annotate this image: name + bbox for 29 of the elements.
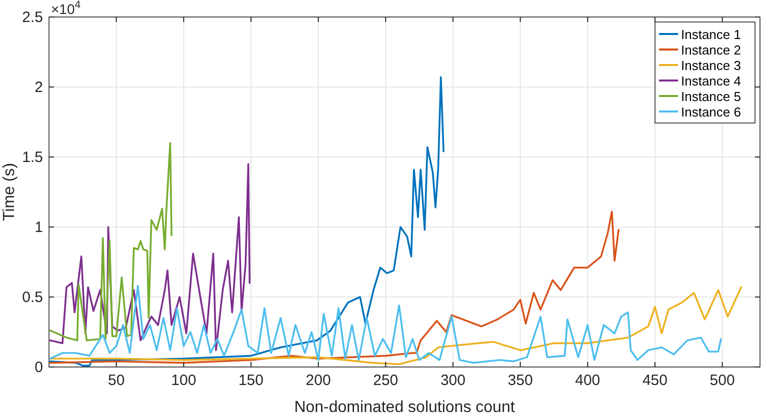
line-series (49, 142, 172, 342)
legend-label: Instance 2 (681, 42, 741, 58)
line-series (49, 163, 251, 352)
legend-label: Instance 3 (681, 58, 741, 73)
legend-label: Instance 6 (681, 104, 741, 120)
x-tick-label: 500 (710, 372, 735, 389)
y-tick-label: 1.5 (22, 149, 43, 166)
x-tick-label: 50 (108, 372, 125, 389)
y-tick-label: 0.5 (22, 289, 43, 306)
x-tick-label: 400 (575, 372, 600, 389)
y-tick-label: 2.5 (22, 9, 43, 26)
line-series (49, 210, 620, 364)
line-series (49, 76, 444, 366)
y-tick-label: 1 (34, 219, 43, 236)
legend-label: Instance 5 (681, 89, 741, 104)
y-axis-title: Time (s) (1, 162, 18, 222)
x-tick-label: 150 (238, 372, 264, 389)
y-tick-label: 2 (34, 79, 43, 96)
x-tick-label: 250 (373, 372, 398, 389)
legend-label: Instance 1 (681, 27, 741, 42)
y-tick-label: 0 (34, 359, 43, 376)
x-axis-title: Non-dominated solutions count (294, 399, 516, 416)
x-tick-label: 350 (508, 372, 533, 389)
legend-label: Instance 4 (681, 74, 741, 88)
x-tick-label: 100 (171, 372, 196, 389)
x-tick-label: 300 (440, 372, 466, 389)
annotation: ×10$^{4}$ (51, 0, 81, 17)
x-tick-label: 450 (642, 372, 668, 389)
x-tick-label: 200 (306, 372, 331, 389)
